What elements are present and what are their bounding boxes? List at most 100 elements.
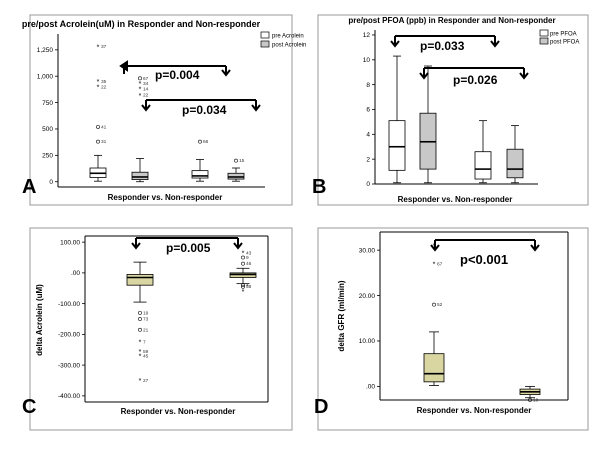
panel-d-frame (317, 227, 589, 431)
y-tick-label: 0 (366, 181, 370, 188)
panel-d-ylabel: delta GFR (ml/min) (337, 280, 346, 351)
box-post-pfoa-non-responder (506, 125, 524, 184)
panel-b-pvalue-1: p=0.033 (420, 39, 465, 53)
svg-text:*: * (97, 84, 100, 91)
panel-a-bracket-1 (119, 60, 231, 77)
y-tick-label: 8 (366, 82, 370, 89)
panel-c-xlabel: Responder vs. Non-responder (121, 407, 236, 416)
box-pre-acrolein-responder (89, 154, 107, 182)
panel-d: .00 10.00 20.00 30.00 ** 67 52 10 p<0.001 delt… (314, 227, 589, 431)
panel-a-pvalue-1: p=0.004 (155, 68, 200, 82)
y-tick-label: 4 (366, 132, 370, 139)
y-tick-label: -400.00 (58, 393, 80, 400)
outlier-point: 73 (138, 317, 149, 323)
panel-b-bracket-1 (390, 35, 500, 48)
svg-text:59: 59 (143, 349, 149, 355)
svg-text:*: * (242, 251, 245, 258)
svg-text:46: 46 (246, 261, 252, 267)
y-tick-label: 100.00 (60, 239, 80, 246)
outlier-point: * 14 (139, 86, 149, 93)
svg-text:10: 10 (533, 398, 539, 404)
y-tick-label: 10 (363, 57, 371, 64)
outlier-point: 67 (138, 76, 149, 82)
svg-text:*: * (139, 86, 142, 93)
outlier-point: * 35 (97, 79, 107, 86)
y-tick-label: 30.00 (359, 247, 376, 254)
panel-b-frame (317, 14, 589, 206)
svg-text:*: * (97, 44, 100, 51)
outlier-point: 52 (432, 302, 443, 308)
panel-b-yticks: 0 2 4 6 8 10 12 (363, 32, 375, 188)
svg-text:52: 52 (437, 302, 443, 308)
panel-d-xlabel: Responder vs. Non-responder (417, 406, 532, 415)
svg-text:67: 67 (437, 261, 443, 267)
svg-text:31: 31 (101, 139, 107, 145)
outlier-point: * 43 (242, 250, 252, 257)
outlier-point: 9 (241, 255, 249, 261)
svg-text:58: 58 (246, 284, 252, 290)
svg-text:73: 73 (143, 317, 149, 323)
y-tick-label: 0 (49, 179, 53, 186)
panel-b-title: pre/post PFOA (ppb) in Responder and Non… (348, 16, 555, 25)
panel-b-letter: B (312, 176, 326, 198)
legend-swatch-post-pfoa (539, 37, 549, 45)
outlier-point: 15 (234, 158, 245, 164)
svg-text:14: 14 (143, 86, 149, 92)
y-tick-label: 6 (366, 107, 370, 114)
outlier-point: 21 (138, 327, 149, 333)
svg-text:*: * (139, 349, 142, 356)
svg-text:*: * (433, 261, 436, 268)
panel-c-yticks: -400.00 -300.00 -200.00 -100.00 .00 100.00 (58, 239, 85, 400)
panel-d-yticks: .00 10.00 20.00 30.00 (359, 247, 380, 391)
y-tick-label: 2 (366, 156, 370, 163)
outlier-point: 41 (96, 124, 107, 130)
svg-text:27: 27 (143, 378, 149, 384)
outlier-point: * (242, 289, 245, 296)
legend-swatch-post-acrolein (260, 40, 270, 48)
panel-a-boxes (89, 154, 245, 183)
box-pre-acrolein-non-responder (191, 159, 209, 182)
panel-c-boxes (126, 261, 257, 303)
panel-a: pre/post Acrolein(uM) in Responder and N… (22, 14, 306, 206)
svg-text:*: * (97, 79, 100, 86)
outlier-point: * 37 (97, 44, 107, 51)
svg-text:21: 21 (143, 327, 149, 333)
outlier-point: * 27 (139, 378, 149, 385)
svg-text:9: 9 (246, 255, 249, 261)
svg-text:*: * (139, 340, 142, 347)
outlier-point: 19 (138, 310, 149, 316)
box-pre-pfoa-non-responder (474, 120, 492, 184)
panel-c-bracket (131, 237, 243, 250)
box-pre-pfoa-responder (388, 55, 406, 184)
svg-text:45: 45 (143, 353, 149, 359)
svg-text:*: * (139, 378, 142, 385)
svg-text:4: 4 (246, 283, 249, 289)
y-tick-label: 1,000 (37, 73, 54, 80)
panel-b-bracket-2 (419, 67, 529, 80)
panel-a-title: pre/post Acrolein(uM) in Responder and N… (22, 19, 261, 29)
panel-a-bracket-2 (141, 99, 261, 112)
y-tick-label: .00 (366, 384, 375, 391)
box-responder (126, 261, 154, 303)
outlier-point: * 67 (433, 261, 443, 268)
svg-text:*: * (139, 81, 142, 88)
panel-d-bracket (430, 239, 540, 252)
legend-label-post-pfoa: post PFOA (550, 40, 579, 46)
y-tick-label: 10.00 (359, 338, 376, 345)
panel-c: -400.00 -300.00 -200.00 -100.00 .00 100.00 19… (22, 227, 293, 431)
outlier-point: * 7 (139, 340, 146, 347)
svg-text:22: 22 (101, 84, 107, 90)
svg-text:34: 34 (143, 81, 149, 87)
y-tick-label: 500 (42, 126, 53, 133)
panel-a-pvalue-2: p=0.034 (182, 103, 227, 117)
y-tick-label: 250 (42, 153, 53, 160)
box-post-acrolein-non-responder (227, 167, 245, 182)
box-non-responder (519, 385, 541, 399)
svg-text:*: * (139, 93, 142, 100)
svg-text:*: * (242, 289, 245, 296)
svg-text:67: 67 (143, 76, 149, 82)
outlier-point: * 45 (139, 353, 149, 360)
outlier-point: 46 (241, 261, 252, 267)
svg-text:15: 15 (239, 158, 245, 164)
legend-label-post-acrolein: post Acrolein (272, 43, 306, 49)
